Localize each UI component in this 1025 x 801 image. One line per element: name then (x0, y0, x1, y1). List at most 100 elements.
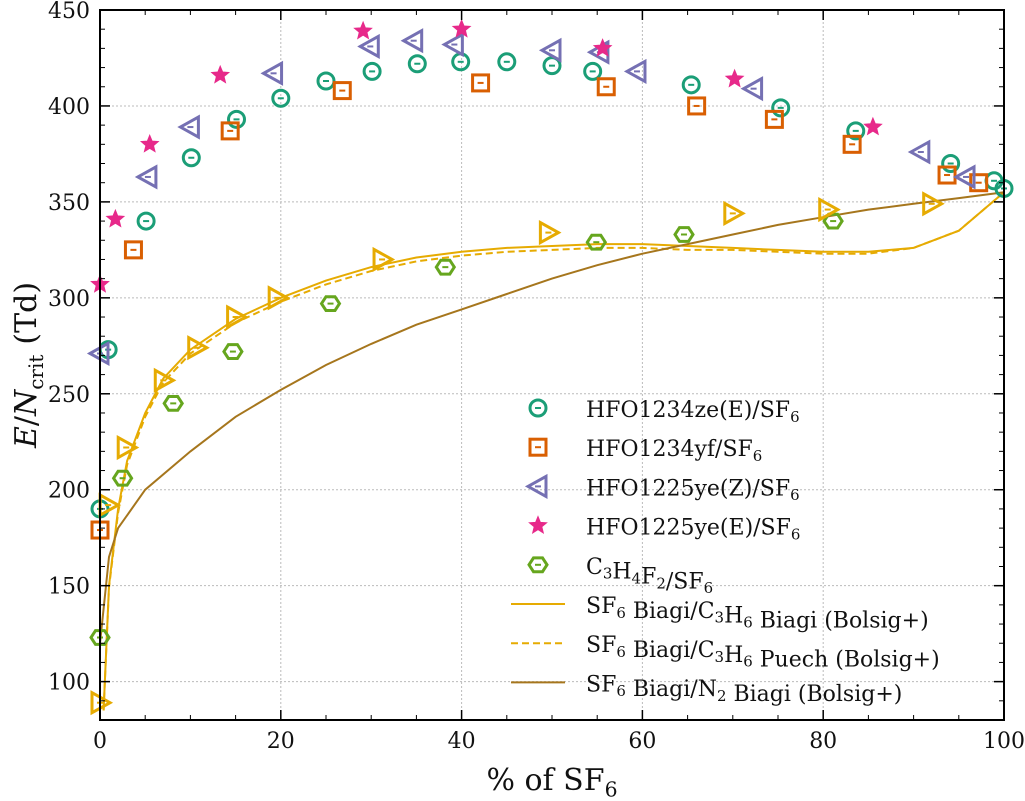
y-tick-label: 200 (48, 479, 90, 504)
text-run: H (724, 604, 743, 629)
text-run: H (612, 560, 631, 585)
x-axis-label: % of SF6 (486, 763, 617, 801)
data-point-triangle-left (177, 114, 200, 140)
y-tick-label: 400 (48, 95, 90, 120)
text-run: Biagi/C (626, 599, 715, 624)
x-tick-label: 80 (809, 729, 837, 754)
data-point-triangle-left (441, 31, 464, 58)
subscript: 3 (603, 565, 613, 583)
data-point-circle (542, 56, 562, 76)
text-run: /SF (666, 569, 704, 594)
series-6 (90, 191, 945, 716)
model-line-2 (102, 191, 1005, 711)
x-tick-label: 20 (267, 729, 295, 754)
data-point-circle (271, 88, 291, 108)
data-point-square (220, 121, 240, 141)
text-run: SF (586, 594, 616, 619)
legend-entry: SF6 Biagi/C3H6 Puech (Bolsig+) (511, 633, 940, 673)
legend: HFO1234ze(E)/SF6HFO1234yf/SF6HFO1225ye(Z… (511, 398, 940, 707)
data-point-circle (846, 121, 866, 141)
data-point-circle (941, 154, 961, 174)
data-point-star (863, 116, 883, 136)
text-run: Biagi (Bolsig+) (726, 682, 902, 707)
data-point-square (842, 134, 862, 154)
text-run: SF (586, 633, 616, 658)
data-point-square (596, 77, 616, 97)
data-point-triangle-left (740, 76, 764, 102)
data-point-hexagon (111, 469, 134, 487)
legend-label: HFO1234yf/SF6 (586, 437, 762, 465)
axis-ticks: 0 20 40 60 80 100 100 150 200 250 300 350 400 450 (48, 0, 1025, 754)
data-point-star (139, 133, 160, 153)
data-point-triangle-right (267, 285, 291, 311)
data-point-hexagon (319, 295, 342, 312)
legend-marker-circle (528, 398, 548, 418)
legend-entry: C3H4F2/SF6 (527, 555, 713, 597)
data-point-square (123, 240, 143, 260)
data-point-hexagon (162, 395, 184, 412)
data-point-circle (771, 98, 791, 118)
data-point-triangle-left (357, 33, 380, 60)
y-tick-label: 350 (48, 191, 90, 216)
text-run: Puech (Bolsig+) (753, 648, 940, 673)
data-point-circle (681, 75, 701, 95)
text-run: H (724, 643, 743, 668)
y-tick-label: 300 (48, 287, 90, 312)
data-point-star (353, 20, 373, 40)
ylabel-slash: / (9, 415, 44, 426)
ylabel-sub: crit (24, 355, 48, 390)
text-run: HFO1225ye(Z)/SF (586, 476, 790, 501)
subscript: 3 (715, 648, 725, 666)
data-point-square (937, 165, 957, 185)
text-run: HFO1225ye(E)/SF (586, 516, 791, 541)
data-point-hexagon (822, 212, 844, 230)
data-point-star (210, 64, 231, 84)
data-point-square (764, 109, 784, 129)
x-tick-label: 0 (93, 729, 107, 754)
legend-label: C3H4F2/SF6 (586, 555, 713, 597)
text-run: C (586, 555, 603, 580)
legend-marker-square (528, 437, 548, 457)
subscript: 4 (632, 569, 642, 587)
legend-entry: SF6 Biagi/C3H6 Biagi (Bolsig+) (511, 594, 929, 634)
data-point-triangle-right (538, 220, 562, 246)
legend-entry: HFO1225ye(E)/SF6 (528, 515, 801, 543)
model-line-3 (99, 191, 1005, 644)
series-5 (89, 212, 844, 646)
data-point-star (592, 38, 613, 57)
data-point-triangle-right (372, 246, 396, 273)
subscript: 6 (753, 447, 763, 465)
data-point-triangle-left (538, 37, 562, 63)
x-tick-label: 100 (983, 729, 1025, 754)
data-point-triangle-left (400, 28, 424, 54)
legend-marker-triangle-left (524, 473, 548, 499)
data-point-square (687, 96, 707, 116)
data-point-circle (407, 54, 427, 74)
legend-label: HFO1225ye(Z)/SF6 (586, 476, 800, 504)
data-point-triangle-right (187, 335, 210, 361)
ylabel-n: N (9, 388, 44, 417)
subscript: 6 (790, 486, 800, 504)
data-point-circle (316, 71, 336, 91)
legend-label: HFO1234ze(E)/SF6 (586, 398, 800, 426)
grid (100, 10, 1004, 720)
data-point-circle (136, 211, 156, 231)
text-run: % of SF (486, 763, 604, 798)
data-point-circle (583, 61, 603, 81)
subscript: 6 (790, 408, 800, 426)
y-axis-label: E/Ncrit (Td) (9, 282, 48, 449)
data-point-circle (362, 61, 382, 81)
subscript: 6 (616, 682, 626, 700)
data-point-hexagon (585, 233, 608, 251)
text-run: HFO1234ze(E)/SF (586, 398, 790, 423)
legend-marker-star (528, 515, 548, 534)
y-tick-label: 250 (48, 383, 90, 408)
data-point-hexagon (673, 226, 695, 243)
text-run: Biagi/N (626, 677, 717, 702)
data-point-triangle-left (260, 60, 284, 86)
data-point-triangle-left (134, 164, 158, 190)
legend-entry: HFO1234yf/SF6 (528, 437, 762, 465)
subscript: 6 (791, 525, 801, 543)
data-point-triangle-right (922, 191, 945, 217)
